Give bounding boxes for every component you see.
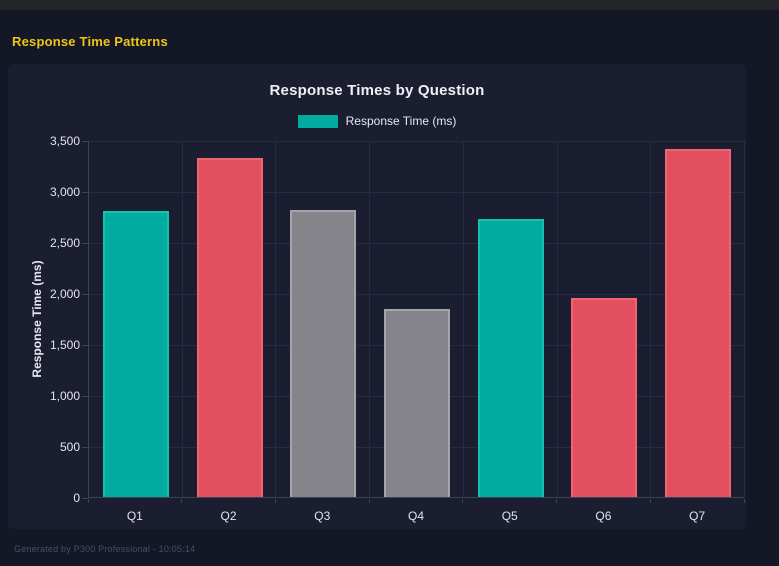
x-tick-label: Q3: [314, 509, 331, 523]
x-tick-label: Q2: [220, 509, 237, 523]
gridline-vertical: [369, 141, 371, 497]
bar-q3[interactable]: [290, 210, 357, 497]
x-tick-label: Q5: [501, 509, 518, 523]
x-tick-mark: [556, 499, 558, 503]
gridline-horizontal: [89, 140, 744, 142]
x-tick-label: Q6: [595, 509, 612, 523]
gridline-vertical: [462, 141, 464, 497]
x-tick-mark: [181, 499, 183, 503]
plot-area: [88, 140, 745, 498]
y-tick-mark: [82, 293, 88, 295]
window-top-bar: [0, 0, 779, 10]
x-tick-label: Q1: [126, 509, 143, 523]
y-tick-mark: [82, 395, 88, 397]
y-tick-mark: [82, 446, 88, 448]
y-tick-label: 0: [73, 491, 80, 505]
x-tick-mark: [368, 499, 370, 503]
bar-q4[interactable]: [384, 309, 450, 497]
x-tick-mark: [462, 499, 464, 503]
page-title: Response Time Patterns: [12, 34, 168, 49]
chart-title: Response Times by Question: [269, 82, 485, 99]
bar-q5[interactable]: [477, 218, 544, 497]
legend-swatch-icon[interactable]: [297, 114, 338, 128]
x-tick-mark: [274, 499, 276, 503]
y-tick-mark: [82, 497, 88, 499]
y-tick-label: 500: [59, 440, 80, 454]
y-tick-mark: [82, 344, 88, 346]
bar-q2[interactable]: [196, 158, 263, 497]
y-tick-label: 2,000: [49, 287, 80, 301]
y-tick-label: 2,500: [49, 236, 80, 250]
y-axis-tick-labels: 0 500 1,000 1,500 2,000 2,500 3,000 3,500: [0, 134, 80, 505]
gridline-vertical: [556, 141, 558, 497]
bar-q6[interactable]: [571, 298, 638, 497]
x-tick-mark: [649, 499, 651, 503]
y-tick-mark: [82, 242, 88, 244]
x-axis-labels: Q1 Q2 Q3 Q4 Q5 Q6 Q7: [88, 509, 744, 527]
y-tick-label: 3,500: [49, 134, 80, 148]
gridline-vertical: [650, 141, 652, 497]
x-tick-label: Q4: [407, 509, 424, 523]
gridline-horizontal: [89, 293, 744, 295]
gridline-vertical: [275, 141, 277, 497]
bar-q1[interactable]: [102, 211, 169, 497]
y-tick-mark: [82, 191, 88, 193]
y-tick-label: 1,000: [49, 389, 80, 403]
x-tick-label: Q7: [689, 509, 706, 523]
x-tick-mark: [743, 499, 745, 503]
chart-legend: Response Time (ms): [8, 114, 746, 128]
y-tick-mark: [82, 140, 88, 142]
gridline-vertical: [744, 141, 745, 497]
gridline-horizontal: [89, 191, 744, 193]
legend-label[interactable]: Response Time (ms): [345, 114, 457, 128]
gridline-vertical: [181, 141, 183, 497]
gridline-horizontal: [89, 242, 744, 244]
y-tick-label: 1,500: [49, 338, 80, 352]
footer-text: Generated by P300 Professional - 10:05:1…: [14, 544, 196, 554]
bar-q7[interactable]: [665, 149, 732, 497]
y-tick-label: 3,000: [49, 185, 80, 199]
x-tick-mark: [87, 499, 89, 503]
